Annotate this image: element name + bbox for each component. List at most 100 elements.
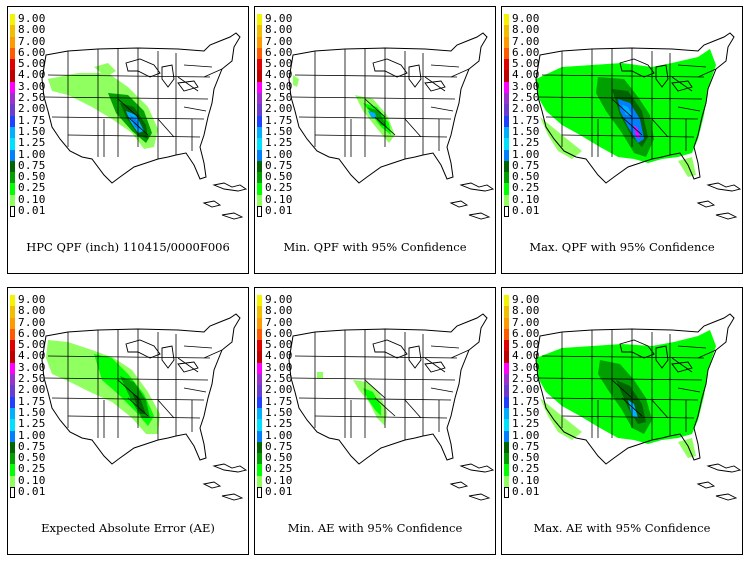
state-border bbox=[157, 118, 175, 138]
legend-swatch bbox=[504, 149, 509, 161]
state-border bbox=[611, 379, 633, 399]
state-border bbox=[117, 379, 139, 399]
legend-swatch bbox=[257, 340, 262, 352]
legend-row: 1.75 bbox=[504, 395, 539, 408]
legend-row: 8.00 bbox=[257, 24, 292, 37]
legend-swatch bbox=[504, 475, 509, 488]
legend-swatch bbox=[10, 47, 15, 60]
state-border bbox=[677, 64, 707, 68]
color-legend: 9.00 8.00 7.00 6.00 5.00 4.00 3.00 2.50 2.00 1.75… bbox=[257, 294, 292, 499]
legend-row: 2.00 bbox=[257, 103, 292, 116]
legend-swatch bbox=[504, 172, 509, 184]
legend-row: 1.25 bbox=[10, 137, 45, 150]
state-border bbox=[183, 64, 213, 68]
legend-row: 0.01 bbox=[10, 205, 45, 218]
legend-swatch bbox=[10, 464, 15, 476]
legend-label: 2.00 bbox=[18, 102, 46, 116]
legend-swatch bbox=[257, 206, 262, 218]
legend-label: 2.00 bbox=[512, 102, 540, 116]
legend-label: 1.25 bbox=[265, 136, 293, 150]
legend-label: 1.75 bbox=[265, 113, 293, 127]
state-border bbox=[177, 76, 199, 92]
caribbean-islands bbox=[202, 463, 248, 501]
legend-row: 3.00 bbox=[257, 80, 292, 94]
legend-swatch bbox=[257, 487, 262, 499]
legend-label: 0.10 bbox=[18, 192, 46, 206]
state-border bbox=[545, 397, 699, 401]
legend-label: 4.00 bbox=[512, 68, 540, 82]
state-border bbox=[298, 116, 452, 120]
state-border bbox=[51, 116, 205, 120]
legend-swatch bbox=[257, 115, 262, 127]
legend-label: 0.01 bbox=[265, 204, 293, 218]
legend-row: 2.50 bbox=[257, 373, 292, 386]
state-border bbox=[621, 397, 643, 417]
legend-row: 8.00 bbox=[504, 305, 539, 318]
great-lakes bbox=[372, 58, 446, 92]
legend-swatch bbox=[10, 93, 15, 105]
legend-row: 8.00 bbox=[10, 24, 45, 37]
state-border bbox=[430, 345, 460, 349]
state-border bbox=[314, 134, 448, 138]
panel-max-qpf: 9.00 8.00 7.00 6.00 5.00 4.00 3.00 2.50 2.00 1.75… bbox=[501, 6, 743, 274]
state-border bbox=[203, 349, 223, 359]
legend-row: 1.25 bbox=[257, 418, 292, 431]
legend-row: 0.25 bbox=[257, 463, 292, 476]
legend-row: 0.10 bbox=[257, 474, 292, 488]
country-outline bbox=[288, 313, 488, 465]
legend-label: 1.00 bbox=[18, 147, 46, 161]
state-border bbox=[450, 68, 470, 78]
legend-swatch bbox=[10, 419, 15, 431]
legend-label: 0.01 bbox=[18, 485, 46, 499]
legend-row: 2.00 bbox=[257, 384, 292, 397]
precip-area bbox=[678, 438, 696, 458]
legend-swatch bbox=[257, 36, 262, 48]
state-border bbox=[450, 349, 470, 359]
legend-swatch bbox=[257, 396, 262, 408]
legend-label: 3.00 bbox=[18, 79, 46, 93]
legend-label: 3.00 bbox=[265, 360, 293, 374]
legend-label: 0.25 bbox=[512, 181, 540, 195]
panel-max-ae: 9.00 8.00 7.00 6.00 5.00 4.00 3.00 2.50 2.00 1.75… bbox=[501, 287, 743, 555]
legend-swatch bbox=[504, 36, 509, 48]
legend-label: 4.00 bbox=[18, 68, 46, 82]
state-border bbox=[561, 134, 695, 138]
legend-row: 0.01 bbox=[10, 486, 45, 499]
legend-swatch bbox=[10, 351, 15, 363]
legend-label: 0.50 bbox=[512, 170, 540, 184]
legend-label: 1.25 bbox=[265, 417, 293, 431]
state-border bbox=[430, 64, 460, 68]
state-border bbox=[561, 415, 695, 419]
legend-row: 4.00 bbox=[10, 69, 45, 82]
legend-swatch bbox=[504, 317, 509, 329]
state-border bbox=[294, 355, 458, 359]
legend-swatch bbox=[10, 70, 15, 82]
legend-swatch bbox=[257, 464, 262, 476]
legend-label: 1.00 bbox=[512, 428, 540, 442]
legend-row: 0.25 bbox=[504, 463, 539, 476]
legend-label: 5.00 bbox=[512, 57, 540, 71]
legend-row: 1.25 bbox=[504, 137, 539, 150]
precip-area bbox=[363, 388, 381, 416]
state-border bbox=[117, 98, 139, 118]
legend-label: 2.00 bbox=[265, 383, 293, 397]
legend-swatch bbox=[504, 419, 509, 431]
legend-label: 0.75 bbox=[512, 439, 540, 453]
legend-swatch bbox=[10, 453, 15, 465]
legend-label: 0.25 bbox=[265, 181, 293, 195]
legend-row: 0.75 bbox=[10, 440, 45, 454]
legend-label: 1.50 bbox=[18, 405, 46, 419]
legend-label: 2.50 bbox=[265, 372, 293, 386]
legend-row: 0.25 bbox=[10, 463, 45, 476]
legend-swatch bbox=[504, 295, 509, 307]
legend-label: 8.00 bbox=[18, 23, 46, 37]
legend-row: 1.50 bbox=[10, 406, 45, 420]
country-outline bbox=[535, 32, 735, 184]
legend-label: 0.01 bbox=[512, 204, 540, 218]
legend-swatch bbox=[504, 138, 509, 150]
state-border bbox=[364, 98, 386, 118]
legend-row: 1.00 bbox=[10, 429, 45, 442]
legend-row: 1.75 bbox=[504, 114, 539, 127]
legend-label: 0.75 bbox=[18, 158, 46, 172]
legend-swatch bbox=[504, 487, 509, 499]
